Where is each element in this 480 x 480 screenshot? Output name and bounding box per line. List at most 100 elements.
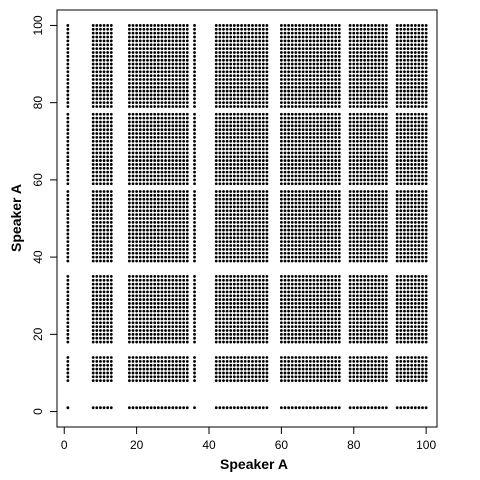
data-point: [331, 368, 334, 371]
data-point: [110, 171, 113, 174]
data-point: [106, 198, 109, 201]
data-point: [320, 190, 323, 193]
data-point: [106, 213, 109, 216]
data-point: [146, 217, 149, 220]
data-point: [309, 163, 312, 166]
data-point: [418, 113, 421, 116]
data-point: [302, 128, 305, 131]
data-point: [247, 148, 250, 151]
data-point: [421, 217, 424, 220]
data-point: [99, 368, 102, 371]
data-point: [338, 337, 341, 340]
data-point: [132, 148, 135, 151]
data-point: [425, 337, 428, 340]
data-point: [226, 368, 229, 371]
data-point: [233, 310, 236, 313]
data-point: [139, 155, 142, 158]
data-point: [146, 302, 149, 305]
data-point: [309, 294, 312, 297]
data-point: [222, 248, 225, 251]
data-point: [247, 283, 250, 286]
data-point: [352, 148, 355, 151]
data-point: [280, 155, 283, 158]
data-point: [247, 233, 250, 236]
data-point: [99, 206, 102, 209]
data-point: [363, 144, 366, 147]
data-point: [363, 294, 366, 297]
data-point: [103, 155, 106, 158]
data-point: [298, 233, 301, 236]
data-point: [99, 314, 102, 317]
data-point: [215, 206, 218, 209]
data-point: [233, 321, 236, 324]
data-point: [410, 298, 413, 301]
data-point: [316, 283, 319, 286]
data-point: [222, 206, 225, 209]
data-point: [378, 364, 381, 367]
data-point: [103, 240, 106, 243]
data-point: [92, 325, 95, 328]
data-point: [287, 117, 290, 120]
data-point: [284, 198, 287, 201]
data-point: [305, 159, 308, 162]
data-point: [331, 206, 334, 209]
data-point: [378, 202, 381, 205]
data-point: [135, 113, 138, 116]
data-point: [367, 113, 370, 116]
data-point: [179, 163, 182, 166]
data-point: [396, 148, 399, 151]
data-point: [66, 225, 69, 228]
data-point: [370, 132, 373, 135]
data-point: [313, 121, 316, 124]
data-point: [360, 310, 363, 313]
data-point: [233, 290, 236, 293]
data-point: [103, 206, 106, 209]
data-point: [410, 144, 413, 147]
data-point: [381, 325, 384, 328]
data-point: [338, 148, 341, 151]
data-point: [135, 221, 138, 224]
data-point: [244, 213, 247, 216]
data-point: [150, 256, 153, 259]
data-point: [298, 182, 301, 185]
data-point: [215, 132, 218, 135]
data-point: [128, 333, 131, 336]
data-point: [182, 140, 185, 143]
data-point: [305, 171, 308, 174]
data-point: [99, 132, 102, 135]
data-point: [291, 310, 294, 313]
data-point: [302, 217, 305, 220]
data-point: [425, 364, 428, 367]
data-point: [280, 317, 283, 320]
data-point: [157, 159, 160, 162]
data-point: [396, 341, 399, 344]
data-point: [103, 252, 106, 255]
data-point: [226, 236, 229, 239]
data-point: [171, 283, 174, 286]
data-point: [356, 260, 359, 263]
data-point: [258, 175, 261, 178]
data-point: [258, 360, 261, 363]
data-point: [175, 341, 178, 344]
data-point: [193, 406, 196, 409]
data-point: [175, 375, 178, 378]
data-point: [128, 279, 131, 282]
data-point: [128, 206, 131, 209]
data-point: [356, 190, 359, 193]
data-point: [103, 148, 106, 151]
data-point: [266, 105, 269, 108]
data-point: [313, 221, 316, 224]
data-point: [215, 256, 218, 259]
data-point: [287, 136, 290, 139]
data-point: [414, 364, 417, 367]
data-point: [132, 325, 135, 328]
data-point: [103, 136, 106, 139]
data-point: [142, 171, 145, 174]
data-point: [331, 233, 334, 236]
data-point: [262, 136, 265, 139]
data-point: [262, 294, 265, 297]
data-point: [103, 379, 106, 382]
data-point: [128, 360, 131, 363]
data-point: [418, 167, 421, 170]
data-point: [139, 236, 142, 239]
